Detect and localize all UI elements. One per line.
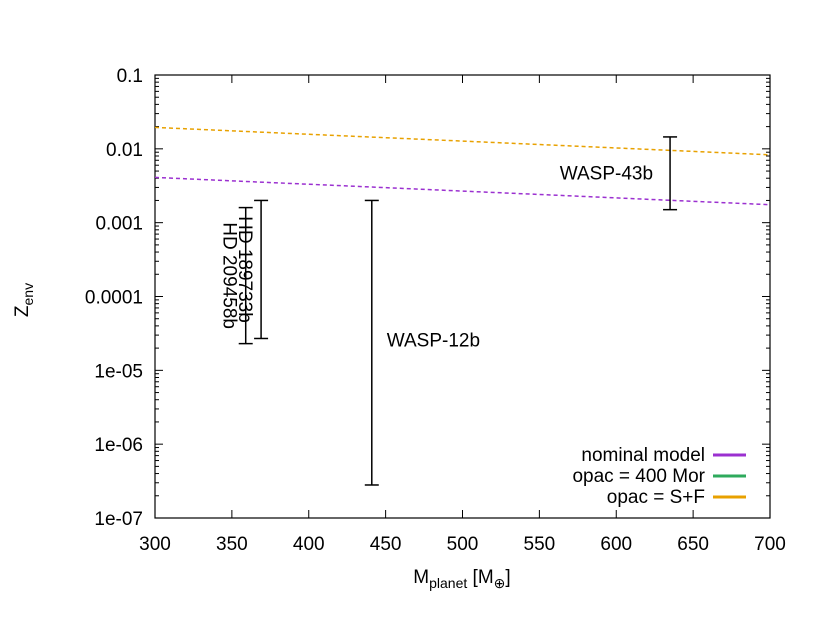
y-tick-label: 0.1 bbox=[117, 66, 143, 87]
legend-label: nominal model bbox=[581, 445, 705, 466]
annotation-label: HD 189733b bbox=[234, 216, 255, 323]
annotation-label: HD 209458b bbox=[219, 222, 240, 329]
x-tick-label: 650 bbox=[677, 534, 709, 555]
x-tick-label: 700 bbox=[754, 534, 786, 555]
series-group bbox=[154, 126, 771, 206]
legend-label: opac = S+F bbox=[607, 487, 705, 508]
x-tick-label: 400 bbox=[293, 534, 325, 555]
x-axis-label-unit-close: ] bbox=[505, 567, 510, 588]
y-axis-label-main: Z bbox=[12, 305, 33, 317]
series-line-nominal-model bbox=[154, 176, 771, 206]
x-axis-label-sub: planet bbox=[429, 575, 467, 591]
annotation-label: WASP-43b bbox=[560, 163, 653, 184]
series-line-opac-s-f bbox=[154, 126, 771, 156]
x-axis-label: Mplanet [M⊕] bbox=[413, 567, 510, 591]
x-axis-label-unit-open: [M bbox=[467, 567, 493, 588]
x-tick-label: 550 bbox=[524, 534, 556, 555]
legend-label: opac = 400 Mor bbox=[572, 466, 705, 487]
y-axis-label: Zenv bbox=[12, 283, 36, 317]
y-tick-label: 0.0001 bbox=[85, 288, 143, 309]
y-axis-label-sub: env bbox=[20, 283, 36, 306]
x-tick-label: 300 bbox=[139, 534, 171, 555]
y-tick-label: 1e-07 bbox=[94, 509, 143, 530]
x-tick-label: 350 bbox=[216, 534, 248, 555]
axis-ticks: 300 350 400 450 500 550 600 650 700 1e-07 1e-06 1e-… bbox=[85, 66, 786, 555]
x-tick-label: 600 bbox=[600, 534, 632, 555]
y-tick-label: 1e-05 bbox=[94, 361, 143, 382]
x-axis-label-unit-sub: ⊕ bbox=[494, 575, 506, 591]
x-axis-label-main: M bbox=[413, 567, 429, 588]
x-tick-label: 500 bbox=[447, 534, 479, 555]
y-tick-label: 0.01 bbox=[106, 140, 143, 161]
y-tick-label: 1e-06 bbox=[94, 435, 143, 456]
annotation-label: WASP-12b bbox=[387, 331, 480, 352]
y-tick-label: 0.001 bbox=[95, 214, 143, 235]
x-tick-label: 450 bbox=[370, 534, 402, 555]
